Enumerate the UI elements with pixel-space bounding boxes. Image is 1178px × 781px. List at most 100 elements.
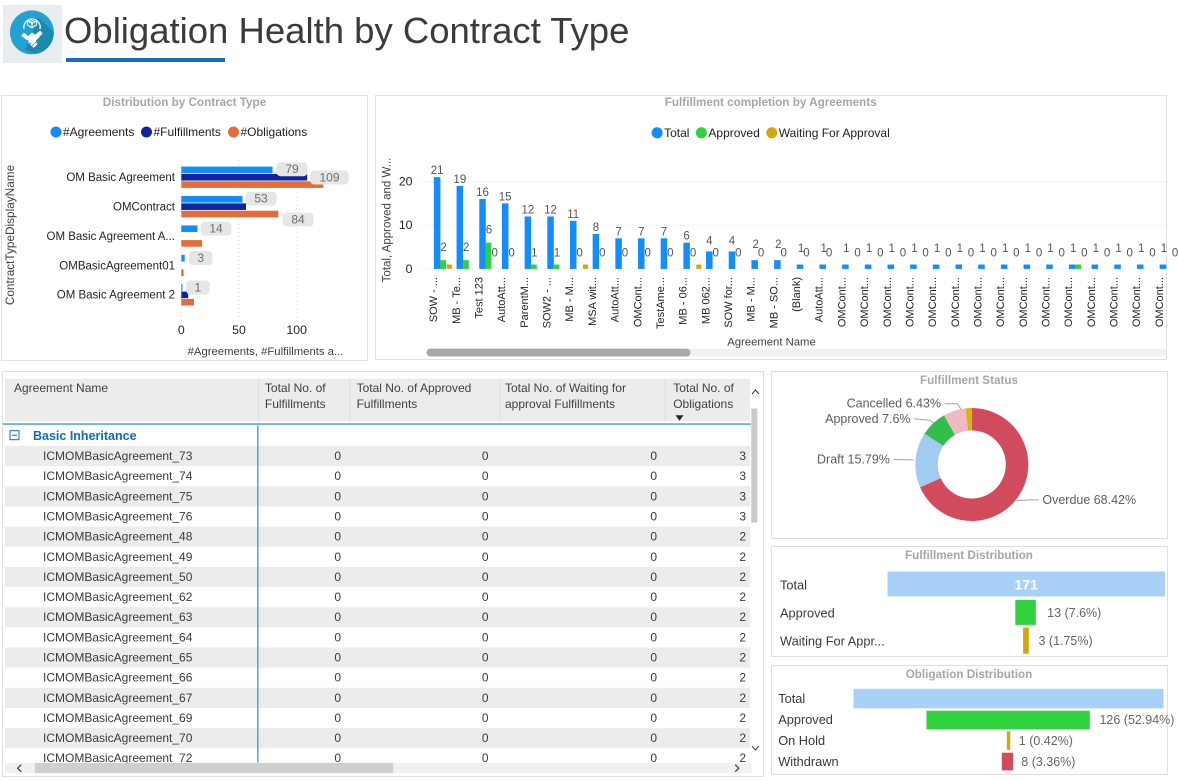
svg-text:0: 0	[650, 549, 657, 563]
svg-text:OMCont...: OMCont...	[949, 277, 961, 327]
svg-text:0: 0	[482, 590, 489, 604]
svg-text:0: 0	[650, 569, 657, 583]
svg-text:Test 123: Test 123	[473, 277, 485, 319]
svg-text:OM Basic Agreement 2: OM Basic Agreement 2	[57, 290, 175, 302]
svg-text:Approved 7.6%: Approved 7.6%	[825, 412, 910, 426]
svg-text:Approved: Approved	[778, 711, 833, 726]
svg-text:2: 2	[739, 569, 746, 583]
svg-text:ICMOMBasicAgreement_75: ICMOMBasicAgreement_75	[43, 489, 193, 503]
svg-text:0: 0	[482, 690, 489, 704]
svg-text:0: 0	[334, 630, 341, 644]
svg-text:ICMOMBasicAgreement_63: ICMOMBasicAgreement_63	[43, 610, 193, 624]
svg-text:1: 1	[1001, 243, 1007, 255]
svg-text:1: 1	[933, 243, 939, 255]
svg-text:Fulfillments: Fulfillments	[357, 397, 418, 411]
svg-text:6: 6	[683, 231, 689, 243]
svg-text:AutoAtt...: AutoAtt...	[496, 277, 508, 322]
svg-text:ICMOMBasicAgreement_70: ICMOMBasicAgreement_70	[43, 731, 193, 745]
svg-text:Basic Inheritance: Basic Inheritance	[33, 429, 137, 443]
svg-text:16: 16	[476, 187, 489, 199]
svg-text:0: 0	[482, 610, 489, 624]
svg-text:OMCont...: OMCont...	[1108, 277, 1120, 327]
svg-text:Cancelled 6.43%: Cancelled 6.43%	[846, 396, 940, 410]
svg-text:MB - SO...: MB - SO...	[768, 277, 780, 328]
svg-text:0: 0	[334, 469, 341, 483]
svg-text:1: 1	[820, 243, 826, 255]
svg-text:84: 84	[291, 213, 305, 227]
svg-text:0: 0	[650, 630, 657, 644]
svg-text:0: 0	[650, 710, 657, 724]
svg-text:0: 0	[803, 248, 809, 260]
svg-text:2: 2	[739, 529, 746, 543]
svg-text:20: 20	[398, 175, 412, 189]
svg-text:Total No. of: Total No. of	[265, 381, 326, 395]
svg-text:Total: Total	[780, 577, 807, 592]
svg-text:0: 0	[1126, 248, 1132, 260]
svg-text:Agreement Name: Agreement Name	[727, 337, 816, 349]
svg-text:0: 0	[334, 509, 341, 523]
svg-text:1: 1	[531, 248, 537, 260]
svg-text:OMCont...: OMCont...	[927, 277, 939, 327]
svg-text:6: 6	[485, 225, 491, 237]
svg-text:ICMOMBasicAgreement_74: ICMOMBasicAgreement_74	[43, 469, 193, 483]
svg-text:0: 0	[482, 449, 489, 463]
svg-text:Total: Total	[778, 690, 805, 705]
svg-text:1: 1	[865, 243, 871, 255]
svg-text:MB - M...: MB - M...	[745, 277, 757, 322]
svg-text:0: 0	[644, 248, 650, 260]
svg-text:53: 53	[254, 192, 268, 206]
svg-text:Fulfillments: Fulfillments	[265, 397, 326, 411]
svg-text:0: 0	[1103, 248, 1109, 260]
svg-text:OMContract: OMContract	[113, 202, 176, 214]
svg-text:2: 2	[739, 731, 746, 745]
svg-text:0: 0	[334, 489, 341, 503]
svg-text:ICMOMBasicAgreement_62: ICMOMBasicAgreement_62	[43, 590, 193, 604]
svg-text:0: 0	[1013, 248, 1019, 260]
svg-text:0: 0	[482, 509, 489, 523]
svg-text:3: 3	[739, 469, 746, 483]
svg-text:100: 100	[286, 323, 307, 337]
svg-text:0: 0	[334, 610, 341, 624]
svg-text:0: 0	[967, 248, 973, 260]
svg-text:0: 0	[482, 489, 489, 503]
svg-text:1: 1	[1069, 243, 1075, 255]
svg-text:109: 109	[319, 171, 339, 185]
svg-text:7: 7	[660, 226, 666, 238]
svg-text:0: 0	[491, 248, 497, 260]
svg-text:2: 2	[775, 239, 781, 251]
svg-text:#Obligations: #Obligations	[241, 125, 308, 139]
svg-text:OMCont...: OMCont...	[972, 277, 984, 327]
svg-text:ICMOMBasicAgreement_50: ICMOMBasicAgreement_50	[43, 569, 193, 583]
svg-text:13 (7.6%): 13 (7.6%)	[1047, 605, 1101, 619]
svg-text:7: 7	[615, 226, 621, 238]
svg-text:0: 0	[650, 489, 657, 503]
svg-text:OMCont...: OMCont...	[881, 277, 893, 327]
svg-text:1: 1	[553, 248, 559, 260]
svg-text:On Hold: On Hold	[778, 732, 825, 747]
svg-text:ICMOMBasicAgreement_66: ICMOMBasicAgreement_66	[43, 670, 193, 684]
svg-text:0: 0	[334, 529, 341, 543]
svg-text:0: 0	[1081, 248, 1087, 260]
svg-text:7: 7	[638, 226, 644, 238]
svg-text:Agreement Name: Agreement Name	[14, 381, 108, 395]
svg-text:SOW for...: SOW for...	[722, 277, 734, 328]
svg-text:OMCont...: OMCont...	[859, 277, 871, 327]
svg-text:0: 0	[854, 248, 860, 260]
svg-text:approval Fulfillments: approval Fulfillments	[505, 397, 615, 411]
svg-text:0: 0	[405, 262, 412, 276]
svg-text:0: 0	[712, 248, 718, 260]
svg-text:ContractTypeDisplayName: ContractTypeDisplayName	[3, 164, 17, 305]
svg-text:0: 0	[990, 248, 996, 260]
svg-text:Obligations: Obligations	[673, 397, 733, 411]
svg-text:TestAme...: TestAme...	[654, 277, 666, 329]
svg-text:1: 1	[1092, 243, 1098, 255]
svg-text:3: 3	[739, 489, 746, 503]
svg-text:1: 1	[956, 243, 962, 255]
svg-text:10: 10	[398, 218, 412, 232]
svg-text:15: 15	[498, 191, 511, 203]
svg-text:0: 0	[482, 469, 489, 483]
svg-text:0: 0	[1035, 248, 1041, 260]
svg-text:0: 0	[689, 248, 695, 260]
svg-text:1: 1	[911, 243, 917, 255]
svg-text:2: 2	[463, 242, 469, 254]
